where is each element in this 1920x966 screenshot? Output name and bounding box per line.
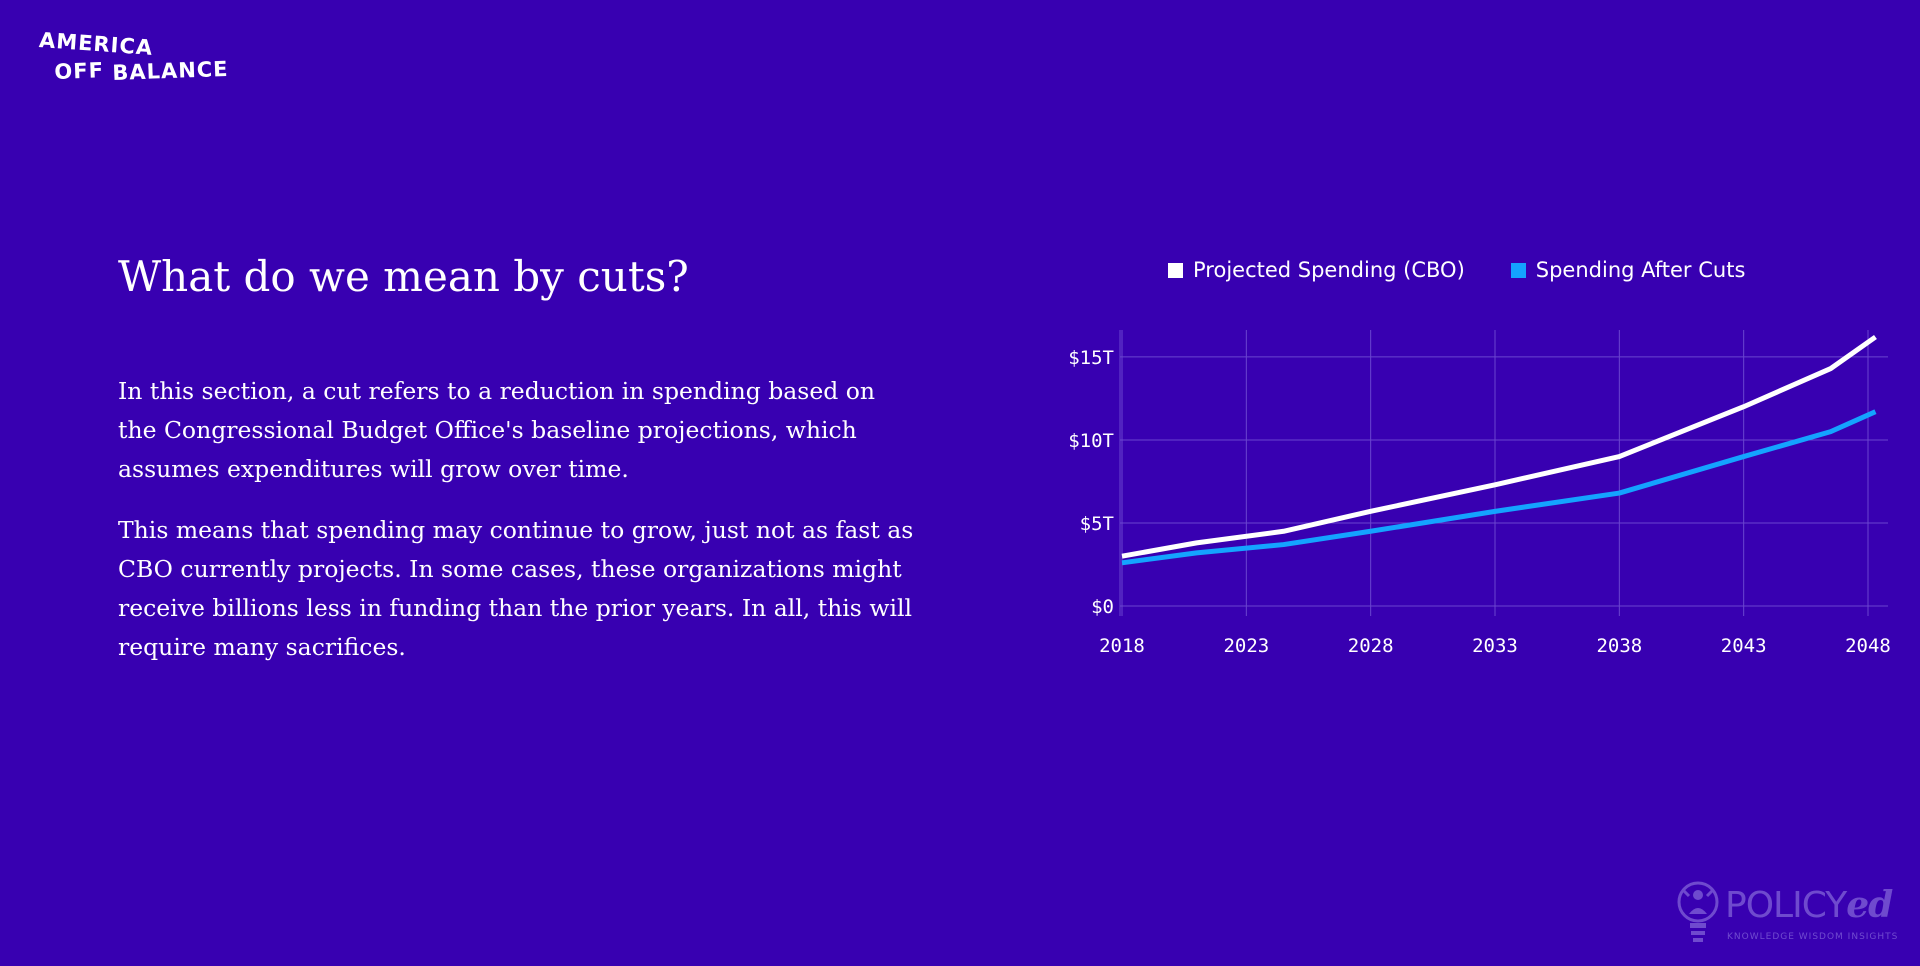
- y-tick-label-0: $0: [1091, 596, 1114, 618]
- logo-line-1: AMERICA: [38, 28, 154, 60]
- chart-legend: Projected Spending (CBO) Spending After …: [1168, 258, 1745, 282]
- logo-word-balance: BALANCE: [111, 56, 229, 85]
- brand-name-main: POLICY: [1725, 885, 1847, 926]
- paragraph-1: In this section, a cut refers to a reduc…: [118, 377, 876, 483]
- logo-word-off: OFF: [54, 58, 105, 84]
- policyed-brand: POLICYed KNOWLEDGE WISDOM INSIGHTS: [1675, 880, 1900, 950]
- x-tick-label-2033: 2033: [1472, 635, 1518, 657]
- x-tick-label-2048: 2048: [1845, 635, 1891, 657]
- y-tick-label-3: $15T: [1068, 347, 1114, 369]
- spending-chart: Projected Spending (CBO) Spending After …: [1020, 250, 1900, 680]
- line-chart-plot: 2018 2023 2028 2033 2038 2043 2048 $0 $5T $10T $15…: [1068, 330, 1891, 657]
- brand-name: POLICYed: [1725, 884, 1893, 926]
- x-tick-label-2043: 2043: [1721, 635, 1767, 657]
- x-tick-label-2038: 2038: [1596, 635, 1642, 657]
- series-line-projected: [1121, 334, 1877, 559]
- legend-swatch-after-cuts: [1510, 262, 1526, 278]
- legend-label-after-cuts: Spending After Cuts: [1535, 258, 1746, 282]
- x-tick-label-2028: 2028: [1348, 635, 1394, 657]
- section-heading: What do we mean by cuts?: [118, 252, 689, 301]
- brand-tagline: KNOWLEDGE WISDOM INSIGHTS: [1727, 932, 1899, 942]
- x-tick-label-2018: 2018: [1099, 635, 1145, 657]
- x-tick-label-2023: 2023: [1223, 635, 1269, 657]
- america-off-balance-logo: AMERICA OFF BALANCE: [38, 26, 248, 96]
- legend-item-projected: Projected Spending (CBO): [1168, 258, 1465, 282]
- lightbulb-person-icon: [1677, 881, 1719, 942]
- paragraph-2: This means that spending may continue to…: [118, 516, 914, 661]
- legend-label-projected: Projected Spending (CBO): [1193, 258, 1465, 282]
- legend-swatch-projected: [1168, 262, 1183, 278]
- y-tick-label-2: $10T: [1068, 430, 1114, 452]
- legend-item-after-cuts: Spending After Cuts: [1510, 258, 1746, 282]
- y-tick-label-1: $5T: [1080, 513, 1114, 535]
- body-copy: In this section, a cut refers to a reduc…: [118, 372, 918, 689]
- series-line-after-cuts: [1121, 409, 1877, 566]
- logo-line-2: OFF BALANCE: [54, 54, 229, 85]
- brand-name-suffix: ed: [1846, 884, 1893, 926]
